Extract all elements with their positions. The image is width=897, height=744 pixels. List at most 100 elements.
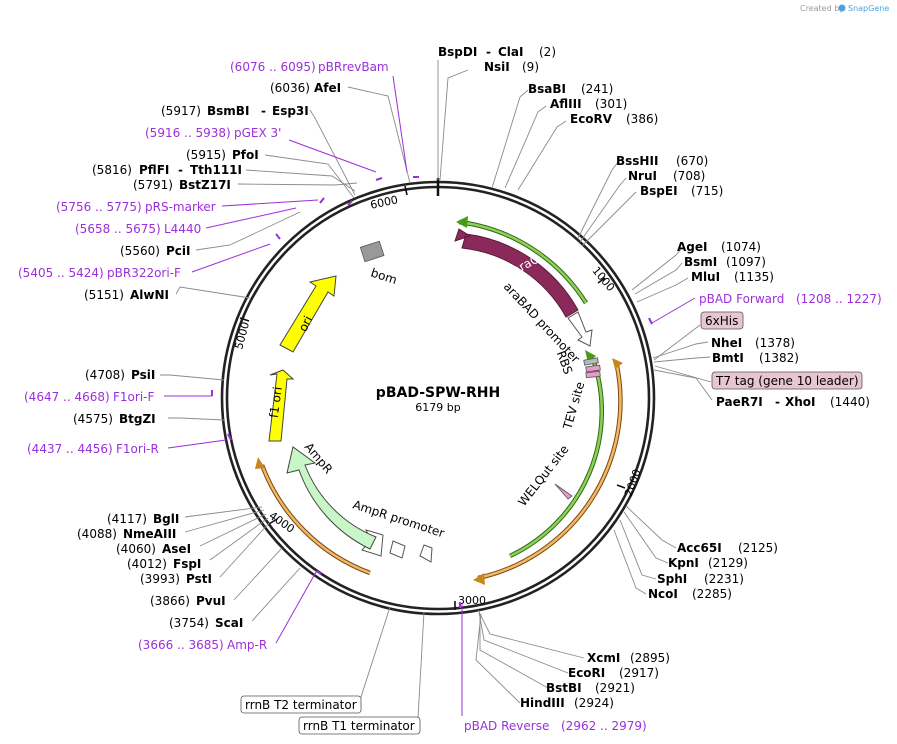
enzyme-pvui[interactable]: (3866) PvuI — [150, 594, 226, 608]
feature-arabad-promoter-label: araBAD promoter — [501, 279, 583, 365]
enzyme-ecorv[interactable]: EcoRV (386) — [570, 112, 658, 126]
enzyme-bgli[interactable]: (4117) BglI — [107, 512, 179, 526]
enzyme-pos: (5816) — [92, 163, 132, 177]
enzyme-btgzi[interactable]: (4575) BtgZI — [73, 412, 156, 426]
primer-range: (5658 .. 5675) — [75, 222, 161, 236]
enzyme-name2: Esp3I — [272, 104, 309, 118]
primer-range: (5756 .. 5775) — [56, 200, 142, 214]
boxed-bg — [240, 695, 362, 714]
primer-pgex3[interactable]: (5916 .. 5938) pGEX 3' — [145, 126, 281, 140]
feature-f1-ori-label: f1 ori — [267, 386, 285, 419]
enzyme-bsabi[interactable]: BsaBI (241) — [528, 82, 613, 96]
enzyme-nrui[interactable]: NruI (708) — [628, 169, 705, 183]
feature-welqut-site[interactable] — [554, 483, 573, 500]
primer-name: pBR322ori-F — [107, 266, 181, 280]
boxed-t7-tag[interactable]: T7 tag (gene 10 leader) — [711, 371, 863, 390]
enzyme-alwni[interactable]: (5151) AlwNI — [84, 288, 169, 302]
enzyme-sphi[interactable]: SphI (2231) — [657, 572, 744, 586]
enzyme-pflfi-tth111i[interactable]: (5816) PflFI - Tth111I — [92, 163, 242, 177]
orf-arc-green2 — [509, 358, 604, 558]
enzyme-psti[interactable]: (3993) PstI — [140, 572, 212, 586]
enzyme-nmeaiii[interactable]: (4088) NmeAIII — [77, 527, 176, 541]
plasmid-name: pBAD-SPW-RHH — [376, 385, 500, 401]
primer-pbad-forward[interactable]: pBAD Forward (1208 .. 1227) — [699, 292, 882, 306]
enzyme-afei[interactable]: (6036) AfeI — [270, 81, 341, 95]
enzyme-agei[interactable]: AgeI (1074) — [677, 240, 761, 254]
enzyme-name: AflIII — [550, 97, 582, 111]
feature-ampr[interactable] — [286, 446, 377, 550]
boxed-bg — [700, 311, 744, 330]
feature-ampr-promoter-2 — [389, 540, 406, 559]
feature-ori[interactable] — [279, 275, 337, 353]
primer-name: F1ori-F — [113, 390, 154, 404]
enzyme-pos: (670) — [676, 154, 708, 168]
boxed-6xhis[interactable]: 6xHis — [700, 311, 744, 330]
feature-f1-ori[interactable] — [268, 369, 295, 442]
enzyme-pos: (3866) — [150, 594, 190, 608]
boxed-rrnb-t2[interactable]: rrnB T2 terminator — [240, 695, 362, 714]
enzyme-pos: (5151) — [84, 288, 124, 302]
enzyme-afliii[interactable]: AflIII (301) — [550, 97, 627, 111]
enzyme-pos: (2895) — [630, 651, 670, 665]
snapgene-logo[interactable]: SnapGene — [838, 4, 890, 13]
enzyme-pos: (2917) — [619, 666, 659, 680]
primer-amp-r[interactable]: (3666 .. 3685) Amp-R — [138, 638, 267, 652]
enzyme-bstz17i[interactable]: (5791) BstZ17I — [133, 178, 231, 192]
enzyme-pcii[interactable]: (5560) PciI — [120, 244, 191, 258]
enzyme-nsii[interactable]: NsiI (9) — [484, 60, 539, 74]
boxed-text: 6xHis — [705, 314, 738, 328]
enzyme-asei[interactable]: (4060) AseI — [116, 542, 191, 556]
boxed-bg — [298, 716, 421, 735]
primer-prs-marker[interactable]: (5756 .. 5775) pRS-marker — [56, 200, 216, 214]
orf-arc-orange2-head — [255, 457, 265, 469]
orf-arc-arac-head — [456, 216, 468, 228]
enzyme-bsmbi-esp3i[interactable]: (5917) BsmBI - Esp3I — [161, 104, 309, 118]
enzyme-pos: (3993) — [140, 572, 180, 586]
feature-tev-site[interactable] — [585, 364, 601, 373]
feature-rbs[interactable] — [583, 357, 599, 366]
boxed-rrnb-t1[interactable]: rrnB T1 terminator — [298, 716, 421, 735]
enzyme-nhei[interactable]: NheI (1378) — [711, 336, 795, 350]
enzyme-acc65i[interactable]: Acc65I (2125) — [677, 541, 778, 555]
enzyme-fspi[interactable]: (4012) FspI — [127, 557, 201, 571]
enzyme-bsmi[interactable]: BsmI (1097) — [684, 255, 766, 269]
feature-arabad-promoter[interactable] — [567, 311, 593, 347]
enzyme-psii[interactable]: (4708) PsiI — [85, 368, 155, 382]
enzyme-mlui[interactable]: MluI (1135) — [691, 270, 774, 284]
enzyme-xcmi[interactable]: XcmI (2895) — [587, 651, 670, 665]
feature-bom[interactable] — [359, 240, 385, 263]
primer-name: pBAD Forward — [699, 292, 784, 306]
enzyme-ncoi[interactable]: NcoI (2285) — [648, 587, 732, 601]
enzyme-bsshii[interactable]: BssHII (670) — [616, 154, 708, 168]
primer-range: (5405 .. 5424) — [18, 266, 104, 280]
orf-arc-orange1-head2 — [612, 358, 623, 369]
enzyme-ecori[interactable]: EcoRI (2917) — [568, 666, 659, 680]
enzyme-kpni[interactable]: KpnI (2129) — [668, 556, 748, 570]
enzyme-bstbi[interactable]: BstBI (2921) — [546, 681, 635, 695]
enzyme-name: BspEI — [640, 184, 678, 198]
primer-l4440[interactable]: (5658 .. 5675) L4440 — [75, 222, 201, 236]
boxed-6xhis-leader — [653, 324, 701, 361]
feature-arac[interactable] — [454, 228, 579, 318]
enzyme-pfoi[interactable]: (5915) PfoI — [186, 148, 259, 162]
enzyme-scai[interactable]: (3754) ScaI — [169, 616, 243, 630]
primer-pbad-reverse[interactable]: pBAD Reverse (2962 .. 2979) — [464, 719, 647, 733]
primer-name: pBAD Reverse — [464, 719, 549, 733]
primer-range: (4647 .. 4668) — [24, 390, 110, 404]
enzyme-name: PfoI — [232, 148, 259, 162]
primer-pbrrevbam[interactable]: (6076 .. 6095) pBRrevBam — [230, 60, 389, 74]
enzyme-bmti[interactable]: BmtI (1382) — [712, 351, 799, 365]
primer-f1ori-r[interactable]: (4437 .. 4456) F1ori-R — [27, 442, 159, 456]
tick-6000: 6000 — [369, 193, 399, 212]
enzyme-hindiii[interactable]: HindIII (2924) — [520, 696, 614, 710]
enzyme-name: PvuI — [196, 594, 226, 608]
primer-f1ori-f[interactable]: (4647 .. 4668) F1ori-F — [24, 390, 154, 404]
enzyme-bspei[interactable]: BspEI (715) — [640, 184, 723, 198]
enzyme-bspdi-clai[interactable]: BspDI - ClaI (2) — [438, 45, 556, 59]
primer-pbr322ori-f[interactable]: (5405 .. 5424) pBR322ori-F — [18, 266, 181, 280]
enzyme-pos: (4575) — [73, 412, 113, 426]
enzyme-pos: (3754) — [169, 616, 209, 630]
tick-2000: 2000 — [622, 467, 644, 498]
enzyme-pos: (4060) — [116, 542, 156, 556]
enzyme-paer7i-xhoi[interactable]: PaeR7I - XhoI (1440) — [716, 395, 870, 409]
